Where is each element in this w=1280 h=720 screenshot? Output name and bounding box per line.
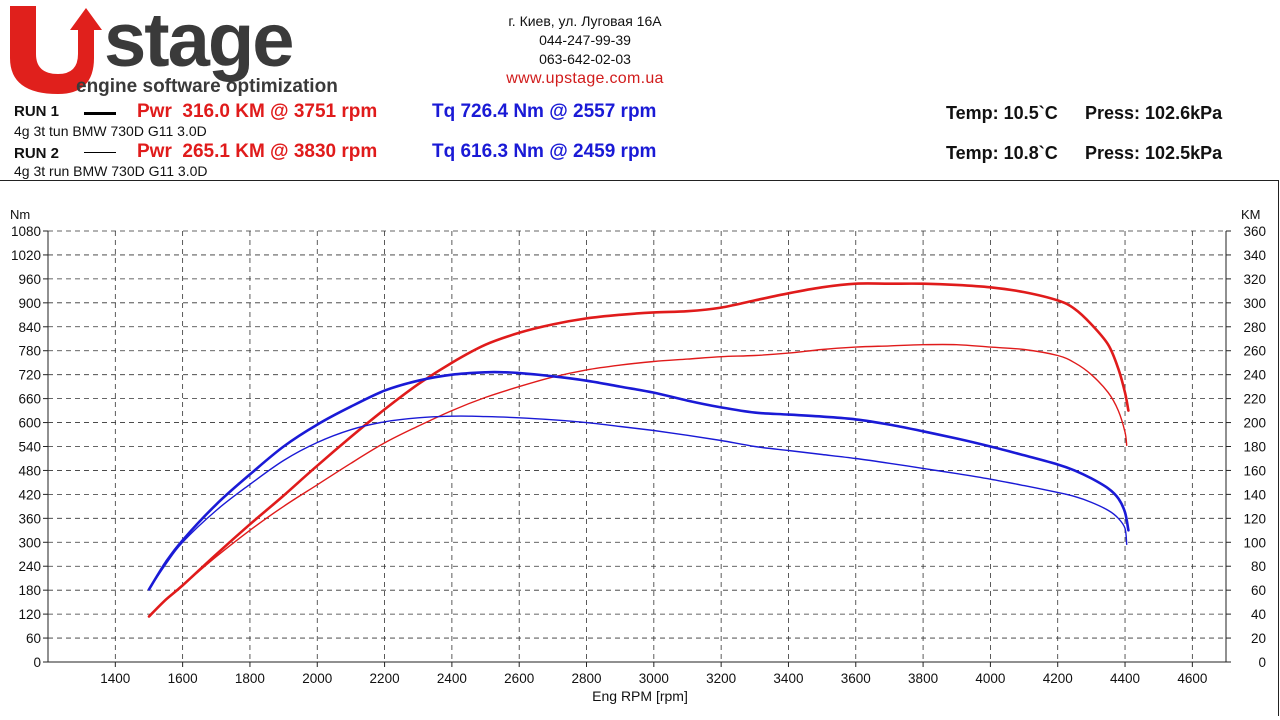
x-tick-label: 1400 bbox=[100, 671, 130, 686]
run2-press: Press: 102.5kPa bbox=[1085, 143, 1223, 163]
series-line-1 bbox=[148, 343, 1128, 618]
y-tick-label-right: 220 bbox=[1243, 392, 1266, 407]
y-tick-label-left: 960 bbox=[18, 272, 41, 287]
run1-temp: Temp: 10.5`C bbox=[946, 103, 1058, 123]
chart-frame bbox=[0, 180, 1279, 716]
y-tick-label-left: 900 bbox=[18, 296, 41, 311]
x-tick-label: 2200 bbox=[370, 671, 400, 686]
x-tick-label: 3000 bbox=[639, 671, 669, 686]
run2-power: Pwr 265.1 KM @ 3830 rpm bbox=[137, 141, 378, 162]
logo-tagline: engine software optimization bbox=[76, 76, 338, 96]
y-tick-label-right: 360 bbox=[1243, 224, 1266, 239]
y-tick-label-left: 240 bbox=[18, 559, 41, 574]
y-tick-label-right: 100 bbox=[1243, 535, 1266, 550]
address: г. Киев, ул. Луговая 16А bbox=[508, 13, 662, 29]
y-tick-label-left: 720 bbox=[18, 368, 41, 383]
y-tick-label-left: 1020 bbox=[11, 248, 41, 263]
phone-1: 044-247-99-39 bbox=[539, 32, 631, 48]
left-axis-unit: Nm bbox=[10, 207, 30, 222]
x-tick-label: 4200 bbox=[1043, 671, 1073, 686]
y-tick-label-right: 280 bbox=[1243, 320, 1266, 335]
y-tick-label-right: 320 bbox=[1243, 272, 1266, 287]
y-tick-label-right: 20 bbox=[1251, 631, 1266, 646]
y-tick-label-right: 180 bbox=[1243, 440, 1266, 455]
y-tick-label-right: 300 bbox=[1243, 296, 1266, 311]
y-tick-label-right: 340 bbox=[1243, 248, 1266, 263]
x-tick-label: 4600 bbox=[1177, 671, 1207, 686]
logo-u-shape bbox=[10, 6, 102, 94]
y-tick-label-right: 140 bbox=[1243, 487, 1266, 502]
y-tick-label-left: 660 bbox=[18, 392, 41, 407]
x-tick-label: 1600 bbox=[168, 671, 198, 686]
right-axis-unit: KM bbox=[1241, 207, 1261, 222]
y-tick-label-left: 480 bbox=[18, 463, 41, 478]
logo-wordmark: stage bbox=[104, 4, 293, 83]
y-tick-label-right: 240 bbox=[1243, 368, 1266, 383]
run1-press: Press: 102.6kPa bbox=[1085, 103, 1223, 123]
y-tick-label-right: 200 bbox=[1243, 416, 1266, 431]
y-tick-label-left: 300 bbox=[18, 535, 41, 550]
series-line-0 bbox=[147, 282, 1130, 618]
run1-power: Pwr 316.0 KM @ 3751 rpm bbox=[137, 101, 378, 122]
x-tick-label: 3200 bbox=[706, 671, 736, 686]
y-tick-label-right: 60 bbox=[1251, 583, 1266, 598]
x-tick-label: 4400 bbox=[1110, 671, 1140, 686]
y-tick-label-left: 1080 bbox=[11, 224, 41, 239]
y-tick-label-left: 540 bbox=[18, 440, 41, 455]
y-tick-label-right: 260 bbox=[1243, 344, 1266, 359]
run2-label: RUN 2 bbox=[14, 145, 60, 162]
y-tick-label-left: 180 bbox=[18, 583, 41, 598]
y-tick-label-right: 80 bbox=[1251, 559, 1266, 574]
website-link[interactable]: www.upstage.com.ua bbox=[506, 70, 664, 87]
x-tick-label: 2600 bbox=[504, 671, 534, 686]
x-tick-label: 3400 bbox=[773, 671, 803, 686]
x-tick-label: 3800 bbox=[908, 671, 938, 686]
run2-temp: Temp: 10.8`C bbox=[946, 143, 1058, 163]
run1-label: RUN 1 bbox=[14, 103, 60, 120]
y-tick-label-right: 40 bbox=[1251, 607, 1266, 622]
y-tick-label-right: 0 bbox=[1258, 655, 1266, 670]
y-tick-label-left: 360 bbox=[18, 511, 41, 526]
y-tick-label-left: 60 bbox=[26, 631, 41, 646]
series-layer bbox=[147, 282, 1130, 618]
run2-torque: Tq 616.3 Nm @ 2459 rpm bbox=[432, 141, 657, 162]
run1-torque: Tq 726.4 Nm @ 2557 rpm bbox=[432, 101, 657, 122]
y-tick-label-left: 0 bbox=[33, 655, 41, 670]
x-axis-title: Eng RPM [rpm] bbox=[592, 688, 688, 704]
run1-description: 4g 3t tun BMW 730D G11 3.0D bbox=[14, 123, 207, 139]
run1-line-legend bbox=[84, 112, 116, 115]
contact-block: г. Киев, ул. Луговая 16А 044-247-99-39 0… bbox=[420, 12, 750, 88]
grid-layer bbox=[47, 230, 1227, 663]
x-tick-label: 3600 bbox=[841, 671, 871, 686]
x-tick-label: 1800 bbox=[235, 671, 265, 686]
y-tick-label-left: 600 bbox=[18, 416, 41, 431]
y-tick-label-left: 120 bbox=[18, 607, 41, 622]
x-tick-label: 2800 bbox=[571, 671, 601, 686]
y-tick-label-left: 840 bbox=[18, 320, 41, 335]
ticks-layer: 0 0 60 20 120 40 180 60 240 80 300 100 360 120 420 140 4… bbox=[11, 224, 1266, 686]
y-tick-label-left: 420 bbox=[18, 487, 41, 502]
y-tick-label-right: 160 bbox=[1243, 463, 1266, 478]
x-tick-label: 2000 bbox=[302, 671, 332, 686]
upstage-logo: stage engine software optimization bbox=[10, 4, 338, 96]
x-tick-label: 4000 bbox=[975, 671, 1005, 686]
run2-line-legend bbox=[84, 152, 116, 153]
y-tick-label-right: 120 bbox=[1243, 511, 1266, 526]
series-line-3 bbox=[148, 415, 1128, 591]
y-tick-label-left: 780 bbox=[18, 344, 41, 359]
x-tick-label: 2400 bbox=[437, 671, 467, 686]
phone-2: 063-642-02-03 bbox=[539, 51, 631, 67]
run2-description: 4g 3t run BMW 730D G11 3.0D bbox=[14, 163, 208, 179]
series-line-2 bbox=[147, 370, 1130, 591]
